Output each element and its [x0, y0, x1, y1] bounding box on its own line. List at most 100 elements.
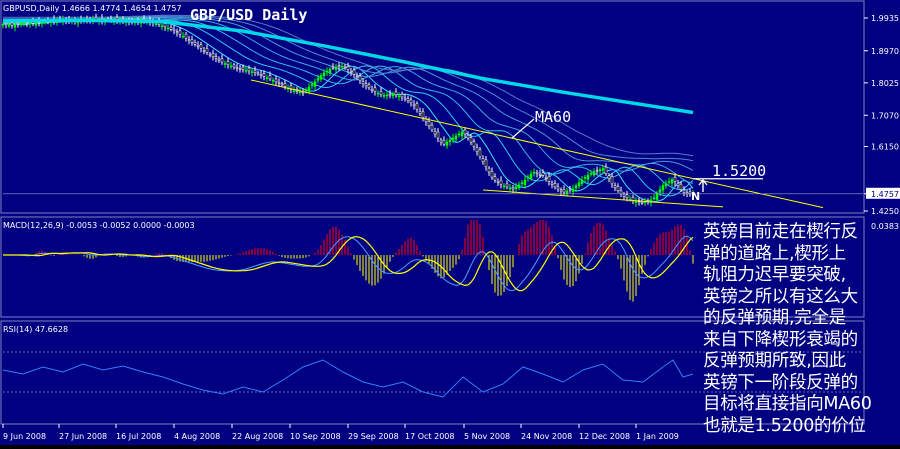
candle-body [4, 23, 8, 25]
candle-body [511, 187, 515, 190]
candle-body [304, 89, 308, 92]
candle-body [541, 172, 545, 176]
symbol-info: GBPUSD,Daily 1.4666 1.4774 1.4654 1.4757 [3, 4, 182, 13]
candle-body [535, 171, 539, 174]
candle-body [376, 92, 380, 95]
candle-body [544, 177, 548, 179]
candle-body [259, 74, 263, 76]
date-tick-label: 27 Jun 2008 [59, 432, 107, 441]
candle-body [649, 199, 653, 203]
candle-body [532, 172, 536, 174]
candle-body [289, 85, 293, 90]
price-tick-label: 1.8970 [871, 47, 899, 56]
candle-body [331, 66, 335, 69]
candle-body [217, 58, 221, 61]
ma-ribbon-line [3, 16, 694, 171]
candle-body [265, 77, 269, 79]
candle-body [7, 24, 11, 27]
ma-ribbon-line [3, 14, 694, 157]
candle-body [379, 91, 383, 95]
candle-body [229, 65, 233, 68]
candle-body [235, 66, 239, 69]
ma60-pointer [511, 118, 535, 139]
candle-body [673, 177, 677, 182]
commentary-line: 英镑目前走在楔行反 [703, 222, 858, 242]
candle-body [595, 170, 599, 172]
commentary-line: 弹的道路上,楔形上 [703, 243, 846, 264]
candle-body [592, 171, 596, 176]
candle-body [367, 84, 371, 89]
date-tick-label: 4 Aug 2008 [174, 432, 220, 441]
candle-body [664, 183, 668, 187]
ma-ribbon-line [3, 18, 694, 197]
rsi-panel [0, 320, 865, 425]
candle-body [520, 182, 524, 185]
candle-body [352, 69, 356, 75]
ma-ribbon-line [3, 17, 694, 184]
candle-body [262, 73, 266, 77]
candle-body [184, 33, 188, 39]
candle-body [271, 80, 275, 82]
candle-body [469, 137, 473, 143]
candle-body [196, 44, 200, 47]
candle-body [187, 39, 191, 42]
candle-body [616, 186, 620, 191]
candle-body [154, 23, 158, 25]
candle-body [313, 81, 317, 87]
candle-body [553, 183, 557, 188]
candle-body [547, 176, 551, 182]
candle-body [16, 22, 20, 25]
candle-body [550, 182, 554, 185]
date-tick-label: 16 Jul 2008 [116, 432, 161, 441]
candle-body [238, 68, 242, 70]
date-tick-label: 29 Sep 2008 [348, 432, 399, 441]
price-tick-label: 1.7070 [871, 111, 899, 120]
candle-body [622, 194, 626, 197]
commentary-line: 英镑下一阶段反弹的 [703, 372, 858, 393]
candle-body [625, 194, 629, 199]
candle-body [277, 82, 281, 84]
candle-body [253, 70, 257, 73]
candle-body [442, 140, 446, 145]
candle-body [556, 186, 560, 190]
date-tick-label: 22 Aug 2008 [232, 432, 283, 441]
candle-body [256, 72, 260, 75]
candle-body [214, 56, 218, 59]
candle-body [382, 95, 386, 97]
candle-body [466, 134, 470, 139]
candle-body [205, 48, 209, 53]
candle-body [22, 22, 26, 24]
candle-body [490, 171, 494, 178]
candle-body [670, 179, 674, 184]
candle-body [658, 189, 662, 193]
ma60-line [2, 18, 694, 115]
date-tick-label: 9 Jun 2008 [3, 432, 46, 441]
candle-body [406, 98, 410, 101]
candle-body [310, 84, 314, 86]
wedge-lower-trendline [482, 189, 724, 208]
commentary-line: 也就是1.5200的价位 [703, 415, 866, 436]
date-tick-label: 12 Dec 2008 [579, 432, 630, 441]
candle-body [160, 25, 164, 27]
candle-body [430, 124, 434, 131]
candle-body [418, 111, 422, 114]
candle-body [247, 67, 251, 72]
rsi-line [2, 359, 694, 398]
candle-body [28, 22, 32, 25]
macd-panel [0, 216, 865, 318]
candle-body [454, 135, 458, 140]
date-tick-label: 10 Sep 2008 [290, 432, 341, 441]
marker-label: N [691, 190, 701, 203]
candle-body [505, 183, 509, 188]
candle-body [610, 176, 614, 185]
candle-body [508, 187, 512, 190]
candle-body [571, 188, 575, 192]
price-tick-label: 1.4250 [871, 207, 899, 216]
candle-body [568, 188, 572, 191]
candle-body [472, 141, 476, 147]
date-tick-label: 17 Oct 2008 [405, 432, 454, 441]
candle-body [283, 83, 287, 87]
candle-body [463, 129, 467, 135]
candle-body [166, 27, 170, 30]
